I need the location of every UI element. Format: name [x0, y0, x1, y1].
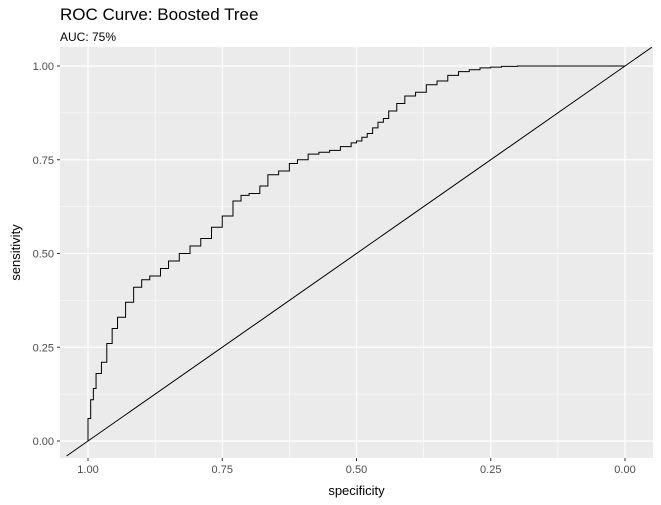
chart-title: ROC Curve: Boosted Tree [60, 5, 259, 24]
axis-ticks [57, 65, 626, 461]
x-tick-label: 0.75 [212, 464, 233, 476]
roc-curve-line [87, 65, 625, 441]
x-tick-label: 0.50 [346, 464, 367, 476]
x-tick-label: 0.25 [480, 464, 501, 476]
x-tick-label: 0.00 [614, 464, 635, 476]
chart-subtitle: AUC: 75% [60, 30, 117, 44]
y-tick-label: 0.25 [33, 342, 54, 354]
y-axis-title: sensitivity [8, 224, 23, 281]
y-tick-label: 1.00 [33, 61, 54, 73]
x-axis-title: specificity [328, 483, 385, 498]
tick-labels: 1.00 0.75 0.50 0.25 0.00 0.00 0.25 0.50 0.75 1.00 [33, 61, 636, 476]
y-tick-label: 0.50 [33, 249, 54, 261]
reference-diagonal-line [66, 47, 653, 457]
y-tick-label: 0.00 [33, 436, 54, 448]
series-layer [66, 47, 653, 457]
y-tick-label: 0.75 [33, 155, 54, 167]
x-tick-label: 1.00 [77, 464, 98, 476]
